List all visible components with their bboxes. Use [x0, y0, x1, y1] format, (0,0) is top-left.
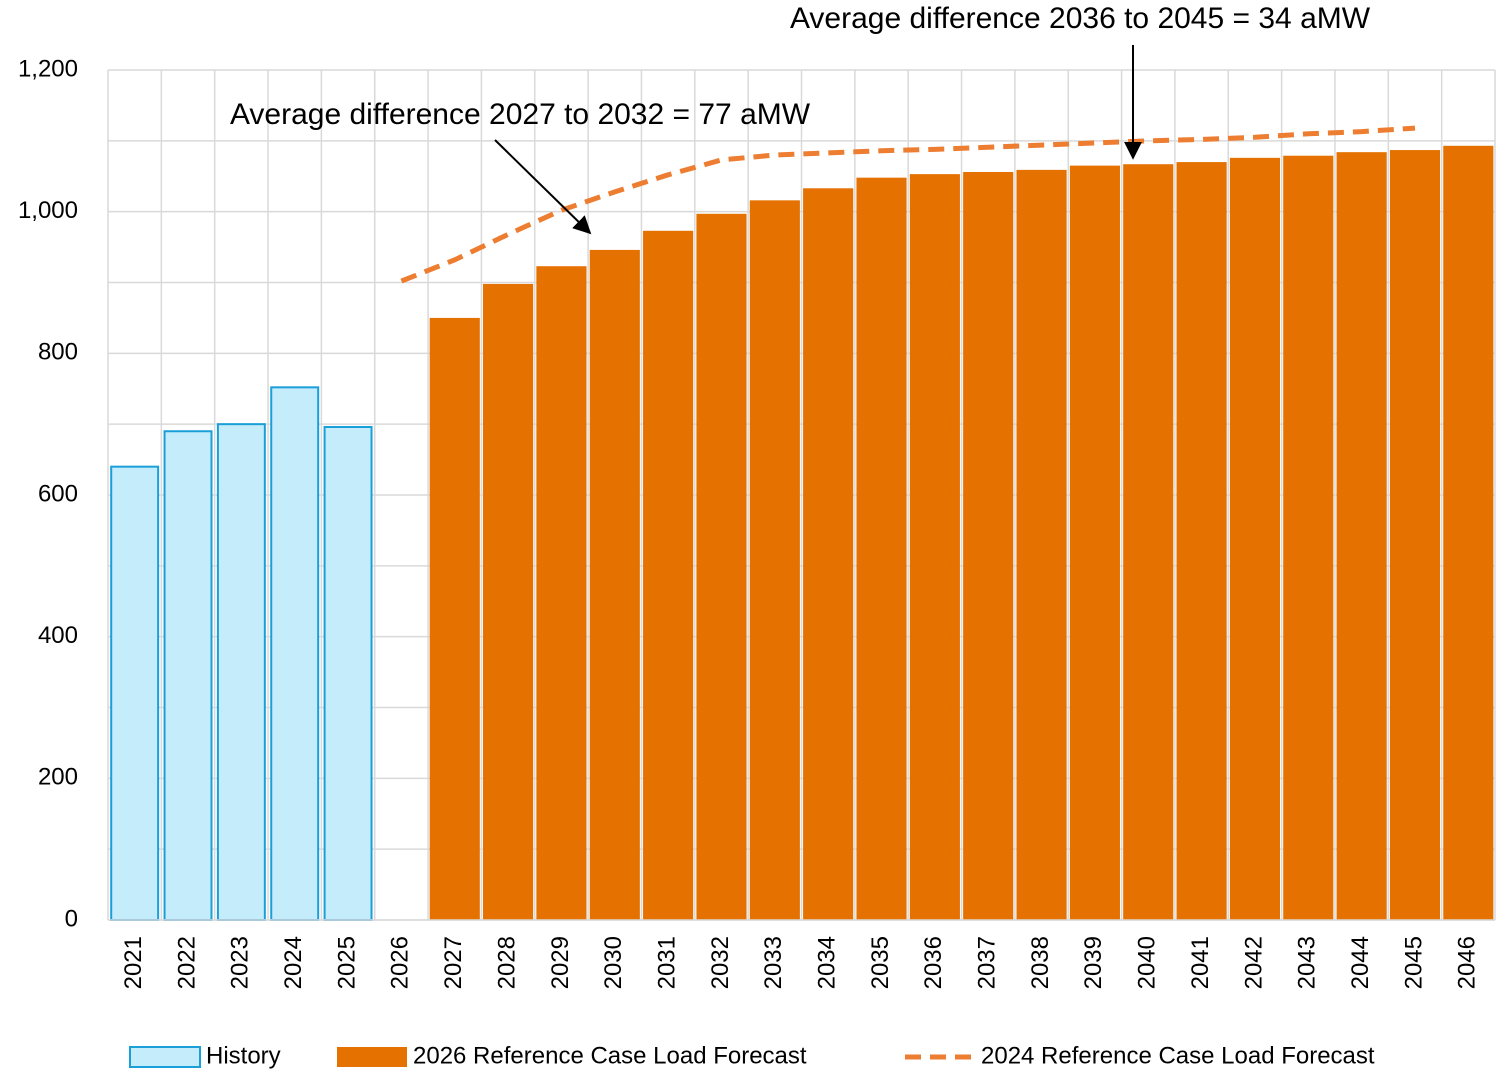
x-tick-label: 2037 — [974, 936, 1001, 989]
bar — [323, 426, 373, 921]
bar — [270, 386, 320, 922]
annotation: Average difference 2027 to 2032 = 77 aMW — [230, 98, 811, 131]
x-tick-label: 2043 — [1294, 936, 1321, 989]
x-tick-label: 2036 — [920, 936, 947, 989]
x-tick-label: 2031 — [653, 936, 680, 989]
legend-label: 2026 Reference Case Load Forecast — [413, 1042, 807, 1069]
x-tick-label: 2024 — [280, 936, 307, 989]
x-tick-label: 2042 — [1240, 936, 1267, 989]
legend-swatch — [129, 1046, 201, 1068]
annotation: Average difference 2036 to 2045 = 34 aMW — [790, 2, 1371, 35]
legend-label: History — [206, 1042, 281, 1069]
x-tick-label: 2040 — [1134, 936, 1161, 989]
bar — [749, 200, 800, 921]
bar — [1229, 157, 1281, 921]
legend-swatch — [337, 1047, 407, 1067]
bar — [110, 465, 160, 921]
y-tick-label: 1,000 — [18, 197, 78, 224]
annotation-arrow — [494, 139, 592, 235]
bar — [856, 177, 907, 920]
bar — [1016, 169, 1067, 920]
x-tick-label: 2044 — [1347, 936, 1374, 989]
bar — [643, 230, 694, 920]
bar — [163, 430, 213, 921]
line — [400, 125, 1416, 284]
bar — [589, 249, 640, 920]
y-tick-label: 200 — [38, 764, 78, 791]
bar — [1176, 162, 1227, 921]
y-tick-label: 0 — [65, 905, 78, 932]
bar — [216, 423, 266, 921]
x-tick-label: 2041 — [1187, 936, 1214, 989]
x-tick-label: 2039 — [1080, 936, 1107, 989]
x-tick-label: 2029 — [547, 936, 574, 989]
x-tick-label: 2045 — [1400, 936, 1427, 989]
bar — [1389, 150, 1441, 920]
x-tick-label: 2027 — [440, 936, 467, 989]
x-tick-label: 2025 — [333, 936, 360, 989]
bar — [1283, 155, 1334, 921]
bar — [1443, 145, 1494, 920]
x-tick-label: 2046 — [1454, 936, 1481, 989]
bar — [1123, 164, 1174, 921]
x-tick-label: 2022 — [173, 936, 200, 989]
bar — [429, 317, 480, 921]
bar — [1336, 152, 1387, 920]
y-tick-label: 800 — [38, 339, 78, 366]
x-tick-label: 2034 — [814, 936, 841, 989]
x-tick-label: 2033 — [760, 936, 787, 989]
y-tick-label: 600 — [38, 480, 78, 507]
x-tick-label: 2038 — [1027, 936, 1054, 989]
x-tick-label: 2035 — [867, 936, 894, 989]
x-tick-label: 2026 — [387, 936, 414, 989]
bar — [909, 174, 960, 920]
x-tick-label: 2032 — [707, 936, 734, 989]
bar — [963, 172, 1014, 920]
bar — [1069, 165, 1120, 920]
y-tick-label: 1,200 — [18, 55, 78, 82]
x-tick-label: 2021 — [120, 936, 147, 989]
y-tick-label: 400 — [38, 622, 78, 649]
bar — [536, 266, 587, 920]
bar — [803, 188, 854, 920]
x-tick-label: 2030 — [600, 936, 627, 989]
x-tick-label: 2028 — [493, 936, 520, 989]
x-tick-label: 2023 — [227, 936, 254, 989]
legend-label: 2024 Reference Case Load Forecast — [981, 1042, 1375, 1069]
bar — [696, 213, 747, 920]
bar — [483, 283, 534, 921]
